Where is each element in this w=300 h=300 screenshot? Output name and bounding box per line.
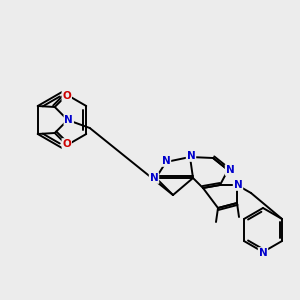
Text: N: N [226,165,234,175]
Text: N: N [234,180,242,190]
Text: N: N [150,173,158,183]
Text: O: O [62,91,71,101]
Text: N: N [64,115,73,125]
Text: N: N [162,156,170,166]
Text: N: N [259,248,267,258]
Text: O: O [62,139,71,149]
Text: N: N [187,151,195,161]
